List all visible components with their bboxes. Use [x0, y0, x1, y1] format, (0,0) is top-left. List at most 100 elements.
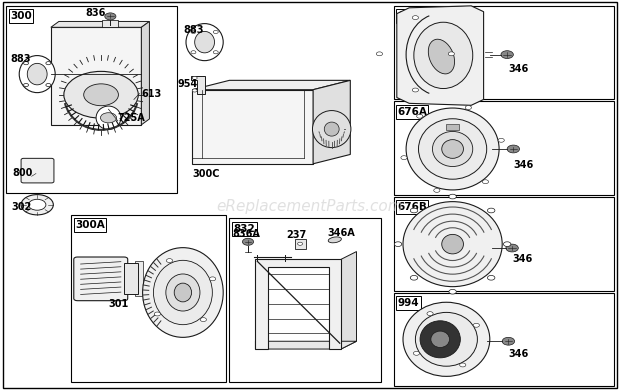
Polygon shape: [446, 124, 459, 130]
FancyBboxPatch shape: [394, 197, 614, 291]
FancyBboxPatch shape: [396, 200, 428, 214]
Text: 237: 237: [286, 230, 307, 240]
Polygon shape: [191, 76, 205, 94]
Text: 676: 676: [397, 11, 420, 21]
Text: 346: 346: [513, 160, 534, 170]
Circle shape: [473, 323, 479, 327]
Text: 883: 883: [184, 25, 204, 35]
Circle shape: [105, 13, 116, 20]
Circle shape: [501, 51, 513, 58]
Ellipse shape: [415, 312, 477, 366]
Polygon shape: [255, 341, 356, 349]
FancyBboxPatch shape: [71, 215, 226, 382]
Polygon shape: [255, 259, 341, 349]
Circle shape: [210, 277, 216, 281]
Circle shape: [449, 194, 456, 199]
FancyBboxPatch shape: [229, 218, 381, 382]
Text: 725A: 725A: [118, 113, 146, 123]
FancyBboxPatch shape: [394, 6, 614, 99]
Text: 346: 346: [508, 64, 529, 74]
Circle shape: [154, 312, 161, 316]
Circle shape: [459, 363, 466, 367]
Circle shape: [502, 337, 515, 345]
FancyBboxPatch shape: [394, 101, 614, 195]
Circle shape: [166, 259, 172, 262]
Text: 676A: 676A: [397, 106, 427, 117]
Circle shape: [191, 51, 196, 54]
Circle shape: [498, 138, 504, 142]
Ellipse shape: [186, 24, 223, 60]
FancyBboxPatch shape: [294, 239, 306, 249]
Text: 800: 800: [12, 168, 33, 178]
Text: 954: 954: [177, 79, 198, 89]
Text: 346: 346: [508, 349, 529, 359]
Text: 346A: 346A: [327, 228, 355, 238]
FancyBboxPatch shape: [232, 222, 257, 236]
FancyBboxPatch shape: [102, 20, 118, 27]
Polygon shape: [192, 90, 313, 164]
Circle shape: [213, 30, 218, 34]
Circle shape: [24, 83, 29, 87]
Ellipse shape: [431, 331, 450, 347]
Circle shape: [46, 83, 51, 87]
Text: 676B: 676B: [397, 202, 427, 212]
Circle shape: [465, 106, 471, 110]
Ellipse shape: [414, 22, 472, 89]
Circle shape: [401, 156, 407, 160]
Circle shape: [242, 238, 254, 245]
Circle shape: [482, 180, 489, 184]
Circle shape: [434, 188, 440, 192]
Circle shape: [376, 52, 383, 56]
Circle shape: [84, 84, 118, 106]
Text: 300A: 300A: [75, 220, 105, 230]
Ellipse shape: [403, 202, 502, 287]
Text: 832: 832: [233, 223, 255, 234]
Ellipse shape: [420, 321, 460, 358]
Ellipse shape: [441, 140, 463, 158]
Ellipse shape: [403, 302, 490, 376]
Text: 300: 300: [10, 11, 32, 21]
Circle shape: [192, 76, 197, 80]
Polygon shape: [51, 27, 141, 125]
Circle shape: [427, 312, 433, 316]
Circle shape: [298, 242, 303, 245]
Circle shape: [64, 71, 138, 118]
FancyBboxPatch shape: [394, 292, 614, 386]
Circle shape: [29, 199, 46, 210]
Ellipse shape: [96, 106, 121, 129]
Text: 836: 836: [86, 8, 106, 18]
FancyBboxPatch shape: [396, 296, 421, 310]
Circle shape: [503, 242, 511, 246]
Ellipse shape: [328, 237, 342, 243]
Circle shape: [417, 114, 423, 118]
FancyBboxPatch shape: [124, 263, 138, 294]
Ellipse shape: [195, 31, 215, 53]
Circle shape: [21, 195, 53, 215]
Circle shape: [24, 62, 29, 65]
Text: 346: 346: [512, 254, 533, 264]
Text: 300C: 300C: [192, 168, 219, 179]
Circle shape: [46, 62, 51, 65]
Circle shape: [410, 275, 418, 280]
FancyBboxPatch shape: [74, 218, 106, 232]
Text: 301: 301: [108, 299, 129, 309]
Text: 994: 994: [398, 298, 419, 308]
Circle shape: [412, 16, 418, 20]
Text: 883: 883: [10, 53, 30, 64]
Circle shape: [213, 51, 218, 54]
Polygon shape: [141, 21, 149, 125]
Text: 613: 613: [141, 89, 162, 99]
Polygon shape: [51, 21, 149, 27]
Circle shape: [394, 242, 402, 246]
Circle shape: [192, 89, 197, 92]
Circle shape: [448, 52, 454, 56]
Ellipse shape: [174, 283, 192, 302]
FancyBboxPatch shape: [74, 257, 128, 301]
Ellipse shape: [19, 55, 55, 93]
Circle shape: [410, 208, 418, 213]
Ellipse shape: [153, 261, 212, 324]
Circle shape: [414, 351, 420, 355]
FancyBboxPatch shape: [396, 9, 421, 23]
Circle shape: [100, 113, 117, 123]
Polygon shape: [397, 6, 484, 105]
